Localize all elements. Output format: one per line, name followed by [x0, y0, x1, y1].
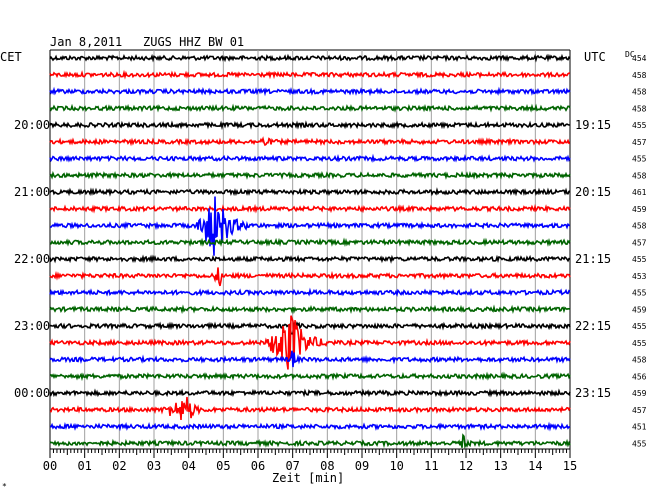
dc-value-14: 455: [632, 289, 647, 298]
trace-row-8: [49, 187, 571, 197]
trace-row-1: [49, 69, 571, 80]
x-tick-label-9: 09: [355, 459, 369, 473]
dc-value-5: 457: [632, 138, 647, 147]
dc-value-13: 453: [632, 272, 647, 281]
trace-row-0: [49, 53, 571, 63]
dc-value-3: 458: [632, 104, 647, 113]
x-tick-label-1: 01: [77, 459, 91, 473]
dc-value-0: 454: [632, 54, 647, 63]
left-time-label-1: 21:00: [14, 185, 50, 199]
trace-row-4: [49, 120, 571, 131]
x-tick-label-2: 02: [112, 459, 126, 473]
trace-row-12: [49, 254, 571, 264]
trace-row-19: [49, 371, 571, 382]
x-tick-label-11: 11: [424, 459, 438, 473]
trace-row-14: [49, 287, 571, 298]
trace-lines: [49, 53, 571, 449]
left-time-label-4: 00:00: [14, 386, 50, 400]
chart-station: ZUGS HHZ BW 01: [143, 35, 244, 49]
dc-value-17: 455: [632, 339, 647, 348]
left-time-label-3: 23:00: [14, 319, 50, 333]
x-tick-label-6: 06: [251, 459, 265, 473]
dc-value-12: 455: [632, 255, 647, 264]
chart-date: Jan 8,2011: [50, 35, 122, 49]
trace-row-5: [49, 136, 571, 147]
x-tick-label-12: 12: [459, 459, 473, 473]
x-axis-label: Zeit [min]: [272, 471, 344, 485]
trace-row-10: [50, 196, 571, 256]
trace-row-13: [49, 267, 571, 287]
dc-value-22: 451: [632, 423, 647, 432]
trace-row-9: [49, 203, 571, 214]
dc-value-8: 461: [632, 188, 647, 197]
left-time-label-0: 20:00: [14, 118, 50, 132]
grid: [49, 49, 571, 449]
trace-row-2: [49, 86, 571, 97]
trace-row-22: [49, 421, 571, 432]
trace-row-23: [49, 433, 571, 449]
dc-values: 454 458 458 458 455 457 455 458 461 459 458 457 455 4…: [632, 54, 647, 448]
dc-value-21: 457: [632, 406, 647, 415]
x-tick-label-7: 07: [285, 459, 299, 473]
trace-row-11: [49, 237, 571, 248]
trace-row-6: [49, 153, 571, 163]
right-time-label-3: 22:15: [575, 319, 611, 333]
dc-value-2: 458: [632, 88, 647, 97]
dc-value-6: 455: [632, 155, 647, 164]
right-time-label-2: 21:15: [575, 252, 611, 266]
trace-row-15: [49, 304, 571, 315]
x-tick-label-5: 05: [216, 459, 230, 473]
x-tick-label-8: 08: [320, 459, 334, 473]
right-time-label-4: 23:15: [575, 386, 611, 400]
dc-value-1: 458: [632, 71, 647, 80]
trace-row-7: [49, 170, 571, 180]
x-tick-label-0: 00: [43, 459, 57, 473]
x-tick-label-3: 03: [147, 459, 161, 473]
x-tick-label-13: 13: [493, 459, 507, 473]
trace-row-3: [49, 103, 571, 113]
x-axis: 00 01 02 03 04 05 06 07 08 09 10 11 12 13 14 15: [43, 448, 577, 473]
x-tick-label-14: 14: [528, 459, 542, 473]
dc-value-11: 457: [632, 238, 647, 247]
dc-value-20: 459: [632, 389, 647, 398]
dc-value-23: 455: [632, 439, 647, 448]
cet-label: CET: [0, 50, 22, 64]
dc-value-16: 455: [632, 322, 647, 331]
trace-row-21: [49, 396, 571, 420]
dc-value-9: 459: [632, 205, 647, 214]
x-tick-label-10: 10: [389, 459, 403, 473]
trace-row-20: [49, 388, 571, 398]
right-time-label-0: 19:15: [575, 118, 611, 132]
x-tick-label-4: 04: [181, 459, 195, 473]
utc-label: UTC: [584, 50, 606, 64]
dc-label: DC: [625, 50, 635, 59]
dc-value-4: 455: [632, 121, 647, 130]
left-time-labels: 20:00 21:00 22:00 23:00 00:00: [14, 118, 50, 400]
right-time-label-1: 20:15: [575, 185, 611, 199]
trace-row-17: [49, 315, 571, 370]
dc-value-7: 458: [632, 171, 647, 180]
trace-row-16: [49, 321, 571, 335]
left-time-label-2: 22:00: [14, 252, 50, 266]
dc-value-10: 458: [632, 222, 647, 231]
right-time-labels: 19:15 20:15 21:15 22:15 23:15: [575, 118, 611, 400]
x-tick-label-15: 15: [563, 459, 577, 473]
dc-value-18: 458: [632, 356, 647, 365]
trace-row-18: [49, 350, 571, 368]
dc-value-15: 459: [632, 305, 647, 314]
corner-mark: *: [2, 482, 7, 491]
dc-value-19: 456: [632, 372, 647, 381]
